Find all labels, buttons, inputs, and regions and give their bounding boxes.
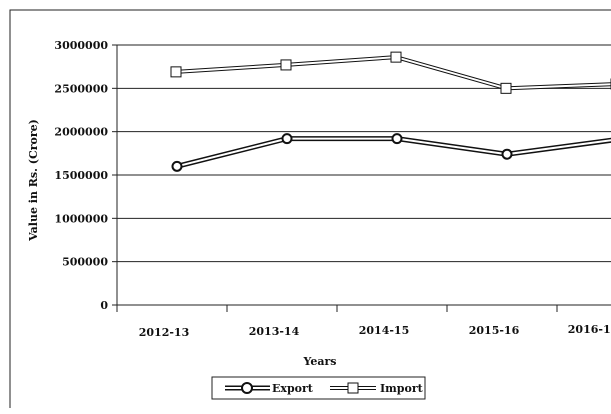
y-tick-label-500000: 500000: [62, 256, 108, 269]
grid-lines: [112, 44, 611, 306]
data-point-export-2: [391, 133, 403, 145]
data-point-import-1: [280, 59, 292, 71]
legend-import-label: Import: [380, 382, 424, 395]
y-tick-label-0: 0: [100, 299, 108, 312]
legend-export-marker: [241, 382, 253, 394]
chart-frame: [9, 9, 611, 408]
y-tick-label-3000000: 3000000: [54, 39, 108, 52]
x-category-label-1: 2013-14: [249, 325, 300, 338]
data-point-export-3: [501, 148, 513, 160]
legend-import-marker: [347, 382, 359, 394]
x-axis-title: Years: [302, 355, 336, 368]
legend-box: [211, 376, 426, 400]
legend-item-import: Import: [330, 382, 424, 395]
legend-item-export: Export: [225, 382, 314, 395]
data-point-import-2: [390, 51, 402, 63]
x-category-label-3: 2015-16: [469, 324, 520, 337]
y-tick-label-1500000: 1500000: [54, 169, 108, 182]
series-lines: [170, 51, 611, 172]
x-category-labels: 2012-13 2013-14 2014-15 2015-16 2016-17 (p): [139, 323, 611, 339]
y-tick-label-2500000: 2500000: [54, 82, 108, 95]
data-point-export-0: [171, 160, 183, 172]
legend: Export Import: [211, 376, 426, 400]
y-tick-label-2000000: 2000000: [54, 126, 108, 139]
y-axis-title: Value in Rs. (Crore): [27, 119, 40, 242]
data-point-export-1: [281, 133, 293, 145]
data-point-import-0: [170, 66, 182, 78]
x-category-label-2: 2014-15: [359, 324, 410, 337]
x-category-label-4: 2016-17 (p): [568, 323, 611, 336]
legend-export-label: Export: [272, 382, 314, 395]
data-point-import-3: [500, 82, 512, 94]
y-tick-label-1000000: 1000000: [54, 212, 108, 225]
axes: [116, 45, 611, 312]
x-category-label-0: 2012-13: [139, 326, 190, 339]
y-tick-labels: 0 500000 1000000 1500000 2000000 2500000 30000…: [54, 39, 108, 312]
